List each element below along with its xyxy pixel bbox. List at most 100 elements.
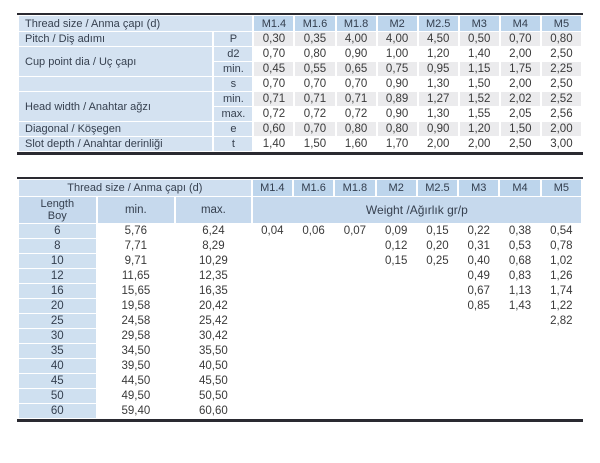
length-cell: 10 xyxy=(19,254,96,268)
thread-size-column-header: M2 xyxy=(377,16,417,31)
symbol-cell: e xyxy=(214,122,253,136)
weight-cell xyxy=(417,359,458,373)
max-cell: 20,42 xyxy=(176,299,251,313)
weight-cell xyxy=(293,374,334,388)
weight-cell xyxy=(335,299,375,313)
weight-cell xyxy=(252,299,292,313)
length-cell: 20 xyxy=(19,299,96,313)
table-row: Pitch / Diş adımı P 0,30 0,35 4,00 4,00 4,50 0,… xyxy=(19,32,581,46)
weight-cell xyxy=(293,344,334,358)
table-row: 16 15,65 16,35 0,67 1,13 1,74 xyxy=(19,284,581,298)
weight-cell xyxy=(541,329,581,343)
weight-cell xyxy=(459,359,499,373)
table-row: 40 39,50 40,50 xyxy=(19,359,581,373)
max-cell: 30,42 xyxy=(176,329,251,343)
length-cell: 12 xyxy=(19,269,96,283)
value-cell: 1,30 xyxy=(418,77,458,91)
value-cell: 1,00 xyxy=(377,47,417,61)
value-cell: 0,50 xyxy=(459,32,499,46)
min-cell: 24,58 xyxy=(97,314,175,328)
weight-cell xyxy=(541,389,581,403)
value-cell: 0,72 xyxy=(295,107,335,121)
weight-cell: 0,40 xyxy=(459,254,499,268)
value-cell: 1,20 xyxy=(418,47,458,61)
weight-cell xyxy=(417,299,458,313)
min-cell: 39,50 xyxy=(97,359,175,373)
value-cell: 1,50 xyxy=(500,122,540,136)
value-cell: 0,45 xyxy=(254,62,294,76)
weight-cell: 0,07 xyxy=(335,224,375,238)
value-cell: 4,50 xyxy=(418,32,458,46)
max-cell: 60,60 xyxy=(176,404,251,418)
value-cell: 2,00 xyxy=(459,137,499,151)
value-cell: 2,00 xyxy=(541,122,581,136)
table-row: s 0,70 0,70 0,70 0,90 1,30 1,50 2,00 2,50 xyxy=(19,77,581,91)
value-cell: 2,50 xyxy=(500,137,540,151)
min-cell: 34,50 xyxy=(97,344,175,358)
value-cell: 1,70 xyxy=(377,137,417,151)
weights-header-row: Thread size / Anma çapı (d) M1.4 M1.6 M1.8… xyxy=(19,180,581,196)
weight-cell xyxy=(417,344,458,358)
max-cell: 6,24 xyxy=(176,224,251,238)
min-cell: 11,65 xyxy=(97,269,175,283)
value-cell: 4,00 xyxy=(377,32,417,46)
table-row: min. 0,45 0,55 0,65 0,75 0,95 1,15 1,75 2,25 xyxy=(19,62,581,76)
value-cell: 3,00 xyxy=(541,137,581,151)
value-cell: 0,90 xyxy=(377,107,417,121)
weight-cell xyxy=(417,374,458,388)
length-header-line2: Boy xyxy=(47,210,67,222)
table-row: 10 9,71 10,29 0,15 0,25 0,40 0,68 1,02 xyxy=(19,254,581,268)
weight-cell xyxy=(252,389,292,403)
weight-cell: 0,12 xyxy=(376,239,416,253)
max-cell: 10,29 xyxy=(176,254,251,268)
value-cell: 0,90 xyxy=(336,47,376,61)
min-cell: 59,40 xyxy=(97,404,175,418)
weight-cell xyxy=(500,404,540,418)
length-cell: 60 xyxy=(19,404,96,418)
weight-cell: 0,22 xyxy=(459,224,499,238)
weight-cell: 0,31 xyxy=(459,239,499,253)
min-cell: 49,50 xyxy=(97,389,175,403)
thread-size-column-header: M1.6 xyxy=(293,180,334,196)
weight-cell: 2,82 xyxy=(541,314,581,328)
table-row: 8 7,71 8,29 0,12 0,20 0,31 0,53 0,78 xyxy=(19,239,581,253)
weight-cell: 0,67 xyxy=(459,284,499,298)
weight-cell xyxy=(293,239,334,253)
value-cell: 1,20 xyxy=(459,122,499,136)
weight-cell xyxy=(335,254,375,268)
weight-cell xyxy=(417,329,458,343)
value-cell: 2,50 xyxy=(541,47,581,61)
weight-cell: 0,49 xyxy=(459,269,499,283)
weight-cell xyxy=(459,329,499,343)
value-cell: 1,50 xyxy=(459,77,499,91)
weight-cell: 0,53 xyxy=(500,239,540,253)
value-cell: 0,80 xyxy=(377,122,417,136)
weight-cell: 0,83 xyxy=(500,269,540,283)
weight-cell xyxy=(293,254,334,268)
table-row: max. 0,72 0,72 0,72 0,90 1,30 1,55 2,05 2,56 xyxy=(19,107,581,121)
length-cell: 6 xyxy=(19,224,96,238)
value-cell: 2,00 xyxy=(418,137,458,151)
value-cell: 0,60 xyxy=(254,122,294,136)
weight-cell: 0,68 xyxy=(500,254,540,268)
table-row: Head width / Anahtar ağzı min. 0,71 0,71 0,7… xyxy=(19,92,581,121)
thread-size-column-header: M1.6 xyxy=(295,16,335,31)
value-cell: 0,71 xyxy=(295,92,335,106)
value-cell: 1,60 xyxy=(336,137,376,151)
weight-cell xyxy=(500,344,540,358)
weight-cell xyxy=(459,389,499,403)
weight-cell xyxy=(541,374,581,388)
value-cell: 1,55 xyxy=(459,107,499,121)
thread-size-column-header: M5 xyxy=(541,16,581,31)
weight-cell xyxy=(252,284,292,298)
dimensions-table-wrap: Thread size / Anma çapı (d) M1.4 M1.6 M1.8… xyxy=(17,13,583,155)
min-cell: 19,58 xyxy=(97,299,175,313)
min-column-header: min. xyxy=(97,197,175,223)
row-group-label: Cup point dia / Uç çapı xyxy=(19,47,213,76)
weight-cell xyxy=(335,284,375,298)
value-cell: 2,25 xyxy=(541,62,581,76)
weight-cell xyxy=(376,374,416,388)
thread-size-column-header: M5 xyxy=(541,180,581,196)
weight-cell xyxy=(252,254,292,268)
value-cell: 0,80 xyxy=(336,122,376,136)
